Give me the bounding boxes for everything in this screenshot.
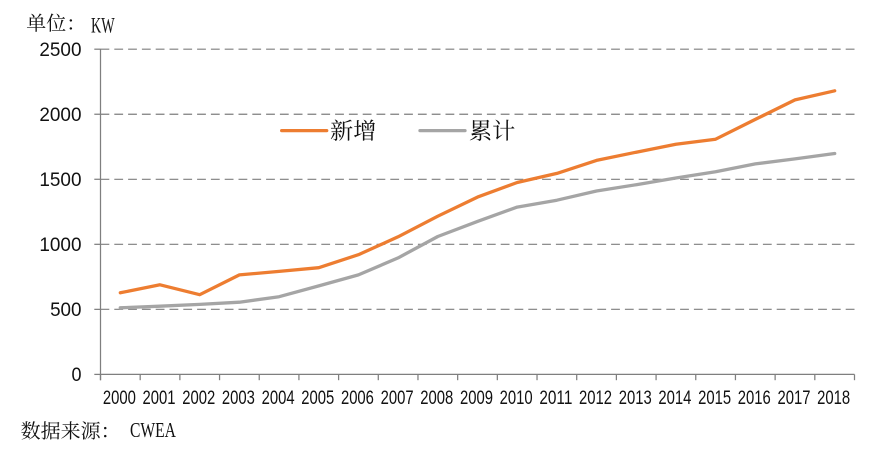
svg-text:2011: 2011 [539, 388, 572, 409]
svg-text:0: 0 [72, 365, 82, 386]
svg-text:2003: 2003 [222, 388, 255, 409]
svg-text:2002: 2002 [182, 388, 215, 409]
svg-text:2009: 2009 [460, 388, 493, 409]
svg-text:2005: 2005 [301, 388, 334, 409]
svg-text:2015: 2015 [698, 388, 731, 409]
svg-text:CWEA: CWEA [130, 419, 177, 442]
svg-text:2018: 2018 [817, 388, 850, 409]
svg-text:2001: 2001 [143, 388, 176, 409]
svg-text:2014: 2014 [658, 388, 691, 409]
svg-text:2016: 2016 [738, 388, 771, 409]
svg-text:2000: 2000 [39, 105, 81, 126]
svg-text:2017: 2017 [777, 388, 810, 409]
svg-text:2000: 2000 [103, 388, 136, 409]
svg-text:2004: 2004 [262, 388, 295, 409]
svg-text:1500: 1500 [39, 170, 81, 191]
svg-text:2500: 2500 [39, 40, 81, 61]
svg-text:2006: 2006 [341, 388, 374, 409]
svg-text:2007: 2007 [381, 388, 414, 409]
svg-text:KW: KW [91, 13, 115, 38]
svg-text:2012: 2012 [579, 388, 612, 409]
svg-text:2013: 2013 [619, 388, 652, 409]
svg-text:1000: 1000 [39, 235, 81, 256]
svg-text:2010: 2010 [500, 388, 533, 409]
svg-text:2008: 2008 [420, 388, 453, 409]
svg-text:500: 500 [50, 300, 81, 321]
